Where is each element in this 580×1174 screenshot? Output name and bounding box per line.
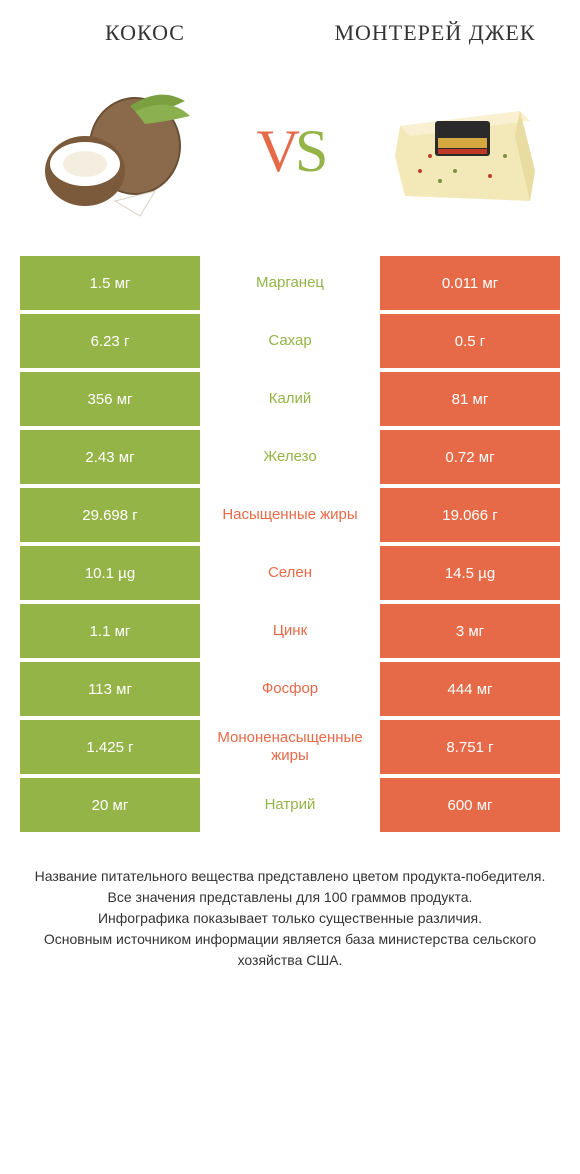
- nutrient-label: Сахар: [200, 314, 380, 368]
- vs-label: VS: [257, 117, 324, 186]
- vs-s: S: [295, 118, 323, 184]
- table-row: 356 мгКалий81 мг: [20, 372, 560, 426]
- footer-line: Инфографика показывает только существенн…: [25, 908, 555, 929]
- nutrient-label: Железо: [200, 430, 380, 484]
- coconut-image: [30, 76, 200, 226]
- left-value-cell: 6.23 г: [20, 314, 200, 368]
- right-value-cell: 0.72 мг: [380, 430, 560, 484]
- left-value-cell: 1.425 г: [20, 720, 200, 774]
- left-value-cell: 1.1 мг: [20, 604, 200, 658]
- table-row: 29.698 гНасыщенные жиры19.066 г: [20, 488, 560, 542]
- left-value-cell: 356 мг: [20, 372, 200, 426]
- left-value-cell: 2.43 мг: [20, 430, 200, 484]
- nutrient-label: Насыщенные жиры: [200, 488, 380, 542]
- left-value-cell: 113 мг: [20, 662, 200, 716]
- comparison-table: 1.5 мгМарганец0.011 мг6.23 гСахар0.5 г35…: [0, 256, 580, 832]
- nutrient-label: Мононенасыщенные жиры: [200, 720, 380, 774]
- footer-line: Основным источником информации является …: [25, 929, 555, 971]
- vs-v: V: [257, 118, 295, 184]
- left-value-cell: 20 мг: [20, 778, 200, 832]
- right-value-cell: 8.751 г: [380, 720, 560, 774]
- table-row: 2.43 мгЖелезо0.72 мг: [20, 430, 560, 484]
- table-row: 20 мгНатрий600 мг: [20, 778, 560, 832]
- nutrient-label: Калий: [200, 372, 380, 426]
- table-row: 6.23 гСахар0.5 г: [20, 314, 560, 368]
- header: КОКОС МОНТЕРЕЙ ДЖЕК: [0, 0, 580, 56]
- right-value-cell: 14.5 µg: [380, 546, 560, 600]
- nutrient-label: Фосфор: [200, 662, 380, 716]
- right-value-cell: 0.011 мг: [380, 256, 560, 310]
- nutrient-label: Натрий: [200, 778, 380, 832]
- right-value-cell: 19.066 г: [380, 488, 560, 542]
- table-row: 1.1 мгЦинк3 мг: [20, 604, 560, 658]
- table-row: 10.1 µgСелен14.5 µg: [20, 546, 560, 600]
- left-value-cell: 29.698 г: [20, 488, 200, 542]
- right-value-cell: 0.5 г: [380, 314, 560, 368]
- left-value-cell: 1.5 мг: [20, 256, 200, 310]
- right-product-title: МОНТЕРЕЙ ДЖЕК: [330, 20, 540, 46]
- table-row: 1.425 гМононенасыщенные жиры8.751 г: [20, 720, 560, 774]
- footer-line: Название питательного вещества представл…: [25, 866, 555, 887]
- left-value-cell: 10.1 µg: [20, 546, 200, 600]
- nutrient-label: Цинк: [200, 604, 380, 658]
- right-value-cell: 3 мг: [380, 604, 560, 658]
- cheese-image: [380, 76, 550, 226]
- footer-line: Все значения представлены для 100 граммо…: [25, 887, 555, 908]
- hero-images: VS: [0, 56, 580, 256]
- table-row: 113 мгФосфор444 мг: [20, 662, 560, 716]
- right-value-cell: 81 мг: [380, 372, 560, 426]
- table-row: 1.5 мгМарганец0.011 мг: [20, 256, 560, 310]
- nutrient-label: Марганец: [200, 256, 380, 310]
- footer: Название питательного вещества представл…: [0, 836, 580, 991]
- right-value-cell: 444 мг: [380, 662, 560, 716]
- nutrient-label: Селен: [200, 546, 380, 600]
- right-value-cell: 600 мг: [380, 778, 560, 832]
- left-product-title: КОКОС: [40, 20, 250, 46]
